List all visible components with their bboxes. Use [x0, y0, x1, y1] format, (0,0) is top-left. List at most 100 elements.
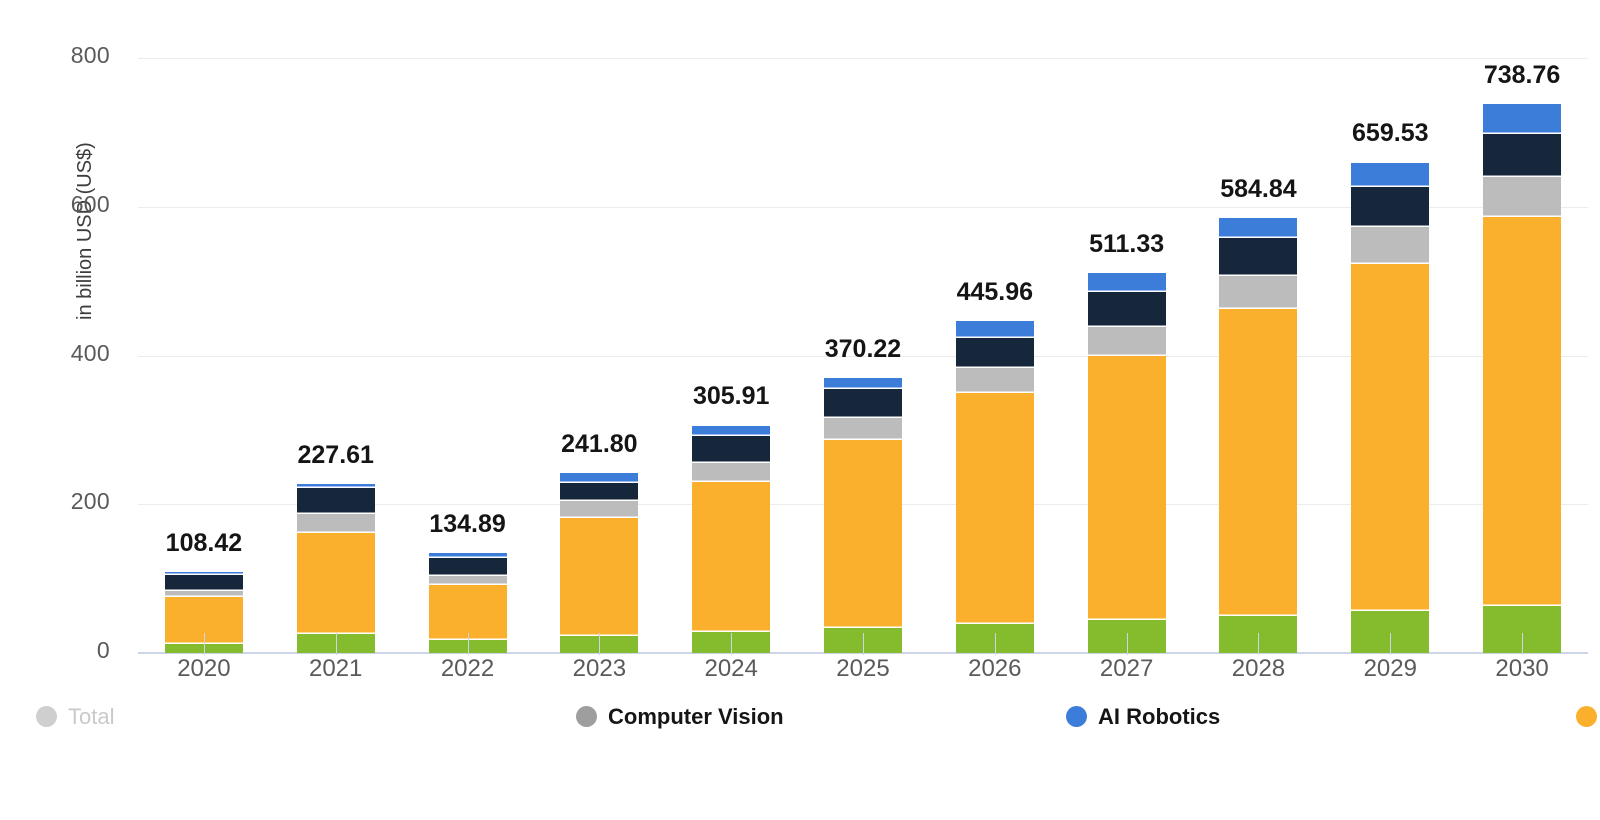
- x-axis-tick-mark: [1390, 633, 1392, 655]
- y-axis-tick-label: 200: [70, 488, 110, 515]
- bar-segment[interactable]: [823, 377, 902, 390]
- x-axis: 2020 2021 2022 2023 2024 2025 2026 2027 2028 2029…: [138, 633, 1588, 693]
- legend-item[interactable]: AI Robotics: [1066, 703, 1576, 729]
- bar-group[interactable]: 305.91: [665, 20, 797, 653]
- x-axis-tick-mark: [1126, 633, 1128, 655]
- x-axis-tick-mark: [467, 633, 469, 655]
- stacked-bar[interactable]: [428, 552, 507, 653]
- x-axis-tick-mark: [863, 633, 864, 655]
- legend-item[interactable]: Machine Learning: [1576, 695, 1600, 739]
- x-axis-tick-mark: [1522, 633, 1524, 655]
- bar-group[interactable]: 370.22: [797, 20, 929, 653]
- y-axis-tick-label: 800: [70, 42, 110, 68]
- bar-total-label: 108.42: [165, 529, 243, 558]
- bar-group[interactable]: 659.53: [1324, 20, 1456, 653]
- bar-segment[interactable]: [955, 392, 1034, 625]
- bar-segment[interactable]: [164, 575, 243, 591]
- bar-total-label: 659.53: [1352, 119, 1429, 148]
- x-axis-tick-label: 2021: [309, 655, 363, 682]
- stacked-bar[interactable]: [296, 483, 375, 653]
- bar-segment[interactable]: [823, 628, 902, 653]
- x-axis-tick-mark: [994, 633, 996, 655]
- x-axis-tick-label: 2030: [1495, 655, 1549, 682]
- bar-total-label: 241.80: [561, 430, 638, 459]
- bar-segment[interactable]: [164, 590, 243, 597]
- bar-segment[interactable]: [1351, 264, 1430, 611]
- bar-segment[interactable]: [1351, 226, 1430, 265]
- bar-group[interactable]: 511.33: [1061, 20, 1193, 653]
- bar-group[interactable]: 227.61: [270, 20, 402, 653]
- bar-segment[interactable]: [1483, 217, 1562, 607]
- bar-segment[interactable]: [955, 338, 1034, 369]
- bar-segment[interactable]: [1351, 162, 1430, 187]
- bar-segment[interactable]: [1483, 133, 1562, 178]
- bar-segment[interactable]: [164, 572, 243, 576]
- legend-item[interactable]: Total: [36, 705, 576, 728]
- x-axis-tick-label: 2022: [440, 655, 495, 682]
- bar-segment[interactable]: [1087, 272, 1166, 292]
- bar-segment[interactable]: [1087, 326, 1166, 356]
- bar-segment[interactable]: [296, 532, 375, 634]
- bar-segment[interactable]: [1483, 103, 1562, 134]
- bar-segment[interactable]: [1483, 177, 1562, 218]
- bar-segment[interactable]: [428, 552, 507, 559]
- bar-segment[interactable]: [1351, 186, 1430, 227]
- bar-segment[interactable]: [692, 481, 771, 633]
- gridline: [138, 206, 1588, 208]
- bar-segment[interactable]: [428, 585, 507, 641]
- x-axis-tick-mark: [731, 633, 733, 655]
- stacked-bar[interactable]: [955, 321, 1034, 653]
- x-axis-tick-label: 2027: [1099, 655, 1154, 682]
- bar-group[interactable]: 445.96: [929, 20, 1061, 653]
- bar-segment[interactable]: [1219, 218, 1298, 239]
- bar-total-label: 445.96: [956, 278, 1034, 307]
- stacked-bar[interactable]: [1351, 162, 1430, 653]
- bar-total-label: 511.33: [1089, 229, 1165, 258]
- x-axis-tick-label: 2023: [572, 655, 627, 682]
- bar-segment[interactable]: [1219, 238, 1298, 276]
- bar-segment[interactable]: [560, 483, 639, 502]
- bar-segment[interactable]: [823, 417, 902, 441]
- bar-group[interactable]: 738.76: [1456, 20, 1588, 653]
- bar-segment[interactable]: [296, 514, 375, 533]
- bar-segment[interactable]: [428, 575, 507, 586]
- stacked-bar[interactable]: [1483, 103, 1562, 653]
- bar-group[interactable]: 134.89: [402, 20, 534, 653]
- bar-segment[interactable]: [955, 321, 1034, 339]
- bar-segment[interactable]: [1087, 291, 1166, 327]
- stacked-bar[interactable]: [560, 473, 639, 653]
- stacked-bar[interactable]: [823, 377, 902, 653]
- stacked-bar[interactable]: [692, 425, 771, 653]
- plot-area: in billion USD (US$) 0 200 400 600 800 108.42 2…: [71, 20, 1588, 663]
- bar-segment[interactable]: [296, 488, 375, 515]
- x-axis-tick-label: 2024: [704, 655, 758, 682]
- x-axis-tick-label: 2020: [177, 655, 231, 682]
- stacked-bar[interactable]: [1087, 272, 1166, 653]
- bar-total-label: 305.91: [692, 382, 770, 411]
- bar-segment[interactable]: [428, 558, 507, 576]
- bar-segment[interactable]: [823, 389, 902, 418]
- stacked-bar[interactable]: [1219, 218, 1298, 653]
- bar-segment[interactable]: [692, 463, 771, 482]
- bar-segment[interactable]: [560, 473, 639, 484]
- bar-segment[interactable]: [1219, 309, 1298, 616]
- bar-segment[interactable]: [823, 440, 902, 629]
- legend-item[interactable]: Computer Vision: [576, 705, 1066, 728]
- bar-group[interactable]: 241.80: [533, 20, 665, 653]
- bar-segment[interactable]: [1087, 355, 1166, 621]
- bar-segment[interactable]: [692, 425, 771, 437]
- bar-group[interactable]: 584.84: [1193, 20, 1325, 653]
- x-axis-tick-label: 2028: [1231, 655, 1286, 682]
- bar-segment[interactable]: [560, 518, 639, 637]
- bar-segment[interactable]: [296, 483, 375, 489]
- bar-segment[interactable]: [692, 436, 771, 464]
- legend-color-swatch-icon: [1066, 706, 1087, 727]
- legend-item-label: AI Robotics: [1098, 703, 1221, 729]
- bar-segment[interactable]: [560, 501, 639, 519]
- legend-color-swatch-icon: [1576, 706, 1597, 727]
- bar-segment[interactable]: [955, 368, 1034, 393]
- bar-segment[interactable]: [1219, 275, 1298, 310]
- bar-segment[interactable]: [1219, 615, 1298, 653]
- bar-group[interactable]: 108.42: [138, 20, 270, 653]
- y-axis-tick-label: 400: [70, 339, 110, 366]
